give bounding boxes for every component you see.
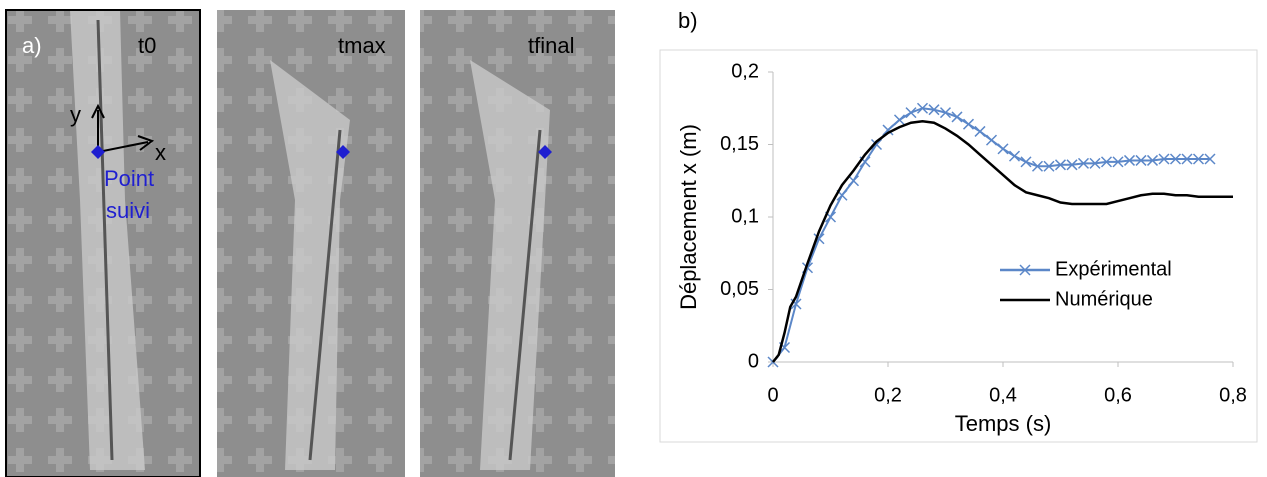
x-tick-label: 0,6 — [1104, 384, 1132, 406]
tracked-point — [91, 145, 105, 159]
point-label: Point — [104, 166, 154, 191]
photo-tfinal — [420, 10, 615, 477]
marker — [1031, 160, 1044, 172]
frame-label: tfinal — [528, 33, 574, 58]
legend-label: Expérimental — [1055, 258, 1172, 280]
marker — [1008, 150, 1021, 162]
x-tick-label: 0,8 — [1219, 384, 1247, 406]
series-line — [772, 120, 1233, 363]
legend-marker — [1019, 264, 1031, 276]
y-tick-label: 0,1 — [731, 205, 759, 227]
marker — [985, 134, 998, 146]
y-tick-label: 0,2 — [731, 60, 759, 82]
marker — [1100, 156, 1113, 168]
marker — [974, 125, 986, 137]
marker — [1169, 153, 1182, 165]
marker — [939, 107, 952, 119]
x-tick-label: 0,2 — [874, 384, 902, 406]
marker — [1158, 153, 1170, 165]
marker — [962, 118, 975, 130]
frame-label: t0 — [138, 33, 156, 58]
photo-tmax — [217, 10, 405, 477]
photo-t0 — [5, 9, 201, 477]
panel-label: b) — [678, 8, 698, 33]
marker — [905, 107, 917, 119]
marker — [1043, 160, 1055, 172]
marker — [893, 114, 906, 126]
frame-label: tmax — [338, 33, 386, 58]
marker — [1054, 159, 1067, 171]
marker — [847, 175, 860, 187]
marker — [916, 102, 929, 114]
axis-arrows — [91, 103, 155, 153]
axis-letter: x — [155, 140, 166, 165]
marker — [1192, 153, 1205, 165]
y-tick-label: 0 — [748, 350, 759, 372]
panel-label: a) — [22, 33, 42, 58]
marker — [1066, 159, 1078, 171]
photo-panels: a) t0 tmax tfinal y x Point suivi — [5, 9, 615, 477]
x-tick-label: 0,4 — [989, 384, 1017, 406]
x-axis-label: Temps (s) — [955, 411, 1052, 436]
marker — [1135, 154, 1147, 166]
chart: b) 0 0,05 0,1 0,15 0,2 0 0,2 0,4 0,6 0,8 Temps (s)… — [659, 8, 1258, 443]
legend-label: Numérique — [1055, 288, 1153, 310]
y-tick-label: 0,15 — [720, 133, 759, 155]
marker — [928, 104, 940, 116]
tracked-point — [538, 145, 552, 159]
chart-frame — [659, 49, 1258, 443]
marker — [1112, 156, 1124, 168]
marker — [1077, 157, 1090, 169]
marker — [1020, 156, 1032, 168]
marker — [882, 124, 894, 136]
y-tick-label: 0,05 — [720, 278, 759, 300]
marker — [997, 143, 1009, 155]
y-axis-label: Déplacement x (m) — [676, 124, 701, 310]
marker — [1123, 154, 1136, 166]
marker — [951, 111, 963, 123]
marker — [1181, 153, 1193, 165]
marker — [1204, 153, 1216, 165]
marker — [1089, 157, 1101, 169]
axis-letter: y — [70, 102, 81, 127]
point-label: suivi — [106, 198, 150, 223]
tracked-point — [336, 145, 350, 159]
x-tick-label: 0 — [767, 384, 778, 406]
marker — [870, 138, 883, 151]
marker — [1146, 154, 1159, 166]
